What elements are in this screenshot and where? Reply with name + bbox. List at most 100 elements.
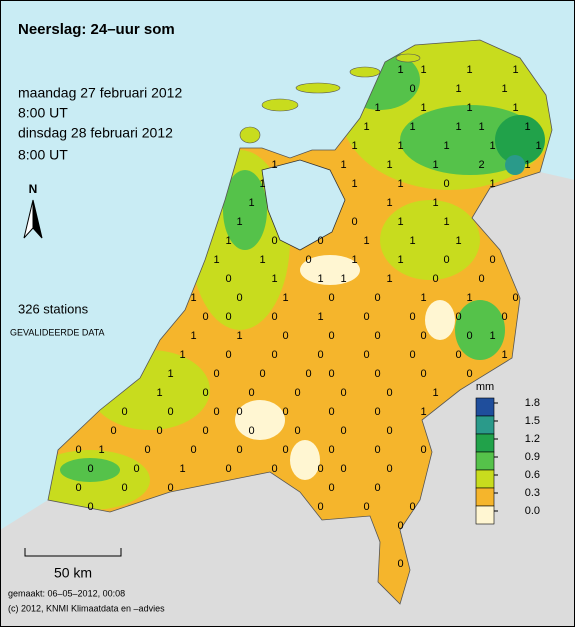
station-value: 0 — [374, 482, 380, 494]
legend-tick-label: 0.0 — [525, 505, 540, 517]
station-value: 1 — [317, 273, 323, 285]
station-value: 1 — [455, 235, 461, 247]
station-value: 1 — [271, 159, 277, 171]
station-value: 0 — [317, 463, 323, 475]
station-value: 0 — [328, 330, 334, 342]
station-value: 0 — [317, 501, 323, 513]
station-value: 1 — [351, 178, 357, 190]
legend-tick-label: 0.6 — [525, 469, 540, 481]
legend-swatch — [475, 451, 495, 471]
land-abroad — [0, 172, 575, 627]
station-value: 1 — [397, 254, 403, 266]
stations-count: 326 stations — [18, 301, 89, 316]
station-value: 0 — [489, 254, 495, 266]
legend-swatch — [475, 415, 495, 435]
station-value: 1 — [512, 64, 518, 76]
station-value: 1 — [179, 349, 185, 361]
station-value: 0 — [271, 349, 277, 361]
station-value: 0 — [294, 425, 300, 437]
station-value: 0 — [271, 311, 277, 323]
station-value: 0 — [374, 330, 380, 342]
station-value: 0 — [432, 273, 438, 285]
station-value: 1 — [466, 64, 472, 76]
station-value: 1 — [190, 292, 196, 304]
station-value: 0 — [305, 368, 311, 380]
station-value: 0 — [397, 520, 403, 532]
station-values: 1 1 1 10 1 11 1 1 11 1 1 1 11 1 1 1 11 1 1 1 2 11 1 1 0 11 1 11 0 1 11… — [75, 64, 541, 570]
station-value: 1 — [236, 216, 242, 228]
station-value: 0 — [213, 368, 219, 380]
legend-tick-label: 1.8 — [525, 397, 540, 409]
station-value: 0 — [409, 311, 415, 323]
station-value: 1 — [455, 83, 461, 95]
station-value: 1 — [156, 387, 162, 399]
station-value: 0 — [328, 482, 334, 494]
station-value: 1 — [409, 121, 415, 133]
station-value: 1 — [271, 273, 277, 285]
station-value: 1 — [535, 140, 541, 152]
station-value: 0 — [202, 425, 208, 437]
scale-bar — [24, 548, 122, 557]
station-value: 0 — [225, 273, 231, 285]
station-value: 0 — [202, 311, 208, 323]
station-value: 0 — [374, 368, 380, 380]
station-value: 1 — [466, 292, 472, 304]
station-value: 0 — [340, 425, 346, 437]
station-value: 0 — [75, 482, 81, 494]
station-value: 0 — [282, 330, 288, 342]
legend-swatch — [475, 505, 495, 525]
station-value: 0 — [501, 311, 507, 323]
period-line: maandag 27 februari 2012 — [18, 85, 182, 101]
station-value: 1 — [397, 140, 403, 152]
station-value: 0 — [386, 463, 392, 475]
station-value: 1 — [420, 102, 426, 114]
station-value: 0 — [225, 311, 231, 323]
legend-swatch — [475, 487, 495, 507]
period-line: dinsdag 28 februari 2012 — [18, 125, 173, 141]
station-value: 0 — [87, 501, 93, 513]
station-value: 0 — [340, 463, 346, 475]
station-value: 0 — [121, 406, 127, 418]
wadden-islands — [239, 53, 421, 144]
station-value: 1 — [489, 140, 495, 152]
station-value: 0 — [328, 368, 334, 380]
station-value: 0 — [466, 330, 472, 342]
station-value: 1 — [466, 102, 472, 114]
station-value: 1 — [351, 254, 357, 266]
legend-tick-label: 1.5 — [525, 415, 540, 427]
station-value: 0 — [317, 349, 323, 361]
station-value: 1 — [225, 235, 231, 247]
station-value: 1 — [259, 178, 265, 190]
station-value: 1 — [386, 197, 392, 209]
station-value: 1 — [420, 406, 426, 418]
station-value: 0 — [386, 387, 392, 399]
scale-label: 50 km — [54, 565, 92, 581]
station-value: 0 — [420, 368, 426, 380]
period-line: 8:00 UT — [18, 105, 68, 121]
station-value: 1 — [167, 368, 173, 380]
station-value: 0 — [213, 406, 219, 418]
station-value: 0 — [282, 406, 288, 418]
station-value: 0 — [409, 501, 415, 513]
station-value: 1 — [259, 254, 265, 266]
station-value: 0 — [121, 482, 127, 494]
station-value: 1 — [501, 83, 507, 95]
station-value: 1 — [524, 159, 530, 171]
station-value: 1 — [248, 197, 254, 209]
station-value: 0 — [374, 444, 380, 456]
station-value: 0 — [190, 444, 196, 456]
north-arrow — [32, 199, 43, 239]
legend-swatch — [475, 469, 495, 489]
legend-tick-label: 0.9 — [525, 451, 540, 463]
station-value: 1 — [455, 121, 461, 133]
station-value: 0 — [443, 178, 449, 190]
station-value: 0 — [328, 406, 334, 418]
station-value: 0 — [328, 444, 334, 456]
legend: 1.8 1.5 1.2 0.9 0.6 0.3 0.0 — [475, 397, 540, 525]
station-value: 0 — [386, 425, 392, 437]
station-value: 0 — [409, 83, 415, 95]
station-value: 1 — [282, 292, 288, 304]
station-value: 1 — [98, 444, 104, 456]
station-value: 0 — [144, 444, 150, 456]
